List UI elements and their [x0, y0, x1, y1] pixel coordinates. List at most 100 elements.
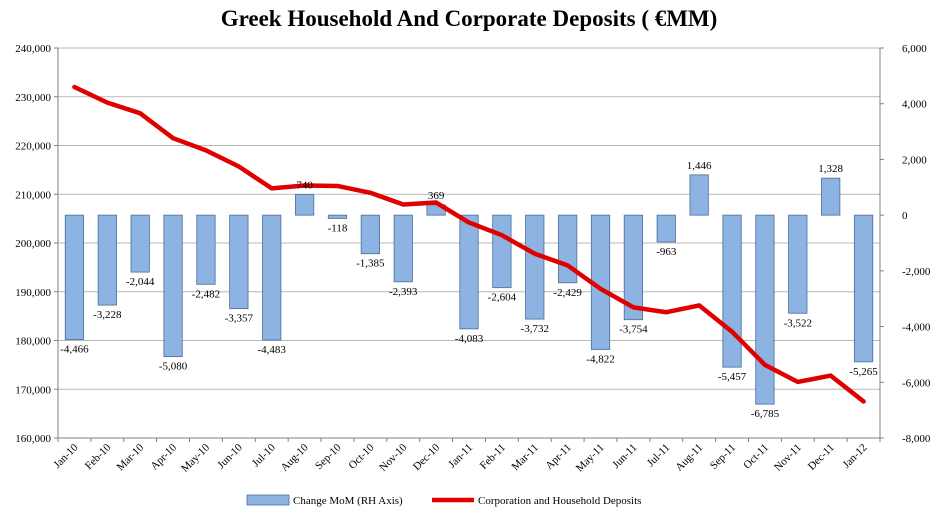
bar — [97, 214, 117, 306]
x-axis-tick-label: Oct-10 — [346, 441, 376, 471]
x-axis-tick-label: Dec-10 — [411, 441, 443, 473]
bar — [722, 214, 742, 368]
bar-data-label: 1,328 — [818, 163, 843, 175]
bar — [196, 214, 216, 285]
bar — [853, 214, 874, 363]
x-axis-tick-label: Apr-10 — [148, 441, 179, 472]
bar-data-label: -118 — [328, 222, 348, 234]
bar-data-label: -2,429 — [553, 287, 582, 299]
left-axis-tick-label: 230,000 — [15, 92, 51, 104]
right-axis-tick-label: -4,000 — [902, 322, 931, 334]
bar — [656, 214, 676, 243]
x-axis-tick-label: Sep-10 — [313, 441, 344, 472]
data-labels: -4,466 -3,228 -2,044 -5,080 -2,482 -3,357 -4,4… — [60, 160, 878, 420]
bar — [492, 214, 512, 289]
left-axis-tick-label: 180,000 — [15, 336, 51, 348]
bar — [525, 214, 545, 320]
bar-data-label: 1,446 — [687, 160, 712, 172]
x-axis-tick-label: Apr-11 — [543, 442, 574, 473]
bar-data-label: -1,385 — [356, 258, 385, 270]
right-axis-tick-label: 6,000 — [902, 43, 927, 55]
line-series — [72, 84, 866, 404]
legend: Change MoM (RH Axis) Corporation and Hou… — [246, 494, 641, 507]
chart-title: Greek Household And Corporate Deposits (… — [221, 6, 718, 31]
x-axis-tick-label: Jul-11 — [645, 442, 673, 470]
left-axis-tick-label: 240,000 — [15, 43, 51, 55]
x-axis-tick-label: Aug-10 — [278, 441, 311, 474]
bar-data-label: 740 — [296, 180, 313, 192]
bar — [163, 214, 183, 358]
x-axis-tick-label: Aug-11 — [673, 442, 705, 474]
x-axis-tick-label: Sep-11 — [708, 442, 738, 472]
right-axis-tick-label: 4,000 — [902, 99, 927, 111]
bar-data-label: -4,822 — [586, 353, 614, 365]
bar-data-label: -4,083 — [455, 333, 484, 345]
bar-data-label: -2,604 — [488, 292, 517, 304]
legend-swatch-bar — [246, 494, 290, 506]
bar — [130, 214, 150, 273]
x-axis-tick-label: Dec-11 — [806, 442, 837, 473]
bar — [294, 194, 315, 216]
bar-data-label: -6,785 — [751, 408, 780, 420]
x-axis-tick-label: Nov-11 — [772, 442, 804, 474]
x-axis-tick-label: Nov-10 — [377, 441, 410, 474]
x-axis-tick-label: Jul-10 — [250, 441, 278, 469]
bar-data-label: -2,393 — [389, 286, 418, 298]
right-axis-tick-label: 2,000 — [902, 154, 927, 166]
bar-data-label: -963 — [656, 246, 677, 258]
legend-label-line: Corporation and Household Deposits — [478, 495, 641, 507]
right-axis-tick-label: -6,000 — [902, 377, 931, 389]
bar-data-label: -3,732 — [521, 323, 549, 335]
x-axis-tick-label: May-10 — [179, 441, 212, 474]
bar-data-label: -4,466 — [60, 344, 89, 356]
left-axis-tick-label: 170,000 — [15, 384, 51, 396]
x-axis-tick-label: Mar-10 — [115, 441, 147, 473]
bar — [788, 214, 808, 314]
deposits-line — [72, 84, 866, 404]
right-axis-tick-label: -8,000 — [902, 433, 931, 445]
legend-label-bar: Change MoM (RH Axis) — [293, 495, 403, 507]
bar — [64, 214, 85, 340]
bar — [689, 174, 709, 216]
bar-data-label: -4,483 — [258, 344, 287, 356]
left-axis-tick-label: 160,000 — [15, 433, 51, 445]
bar-data-label: -5,265 — [849, 366, 878, 378]
bar — [393, 214, 413, 283]
bar — [360, 214, 380, 255]
bar-data-label: 369 — [428, 190, 445, 202]
x-axis-tick-label: Jan-10 — [51, 441, 81, 471]
x-axis-tick-label: Feb-11 — [478, 442, 508, 472]
bar — [821, 177, 841, 216]
bar-data-label: -3,522 — [784, 317, 812, 329]
right-axis-tick-label: -2,000 — [902, 266, 931, 278]
x-axis-tick-label: Jun-11 — [610, 442, 639, 471]
left-axis-tick-label: 190,000 — [15, 287, 51, 299]
bar — [623, 214, 644, 321]
bar — [459, 214, 479, 330]
left-axis-tick-label: 210,000 — [15, 189, 51, 201]
x-axis-tick-label: Jan-11 — [446, 442, 475, 471]
bar-series — [64, 174, 874, 405]
x-axis-tick-label: Jan-12 — [840, 442, 869, 471]
bar-data-label: -3,228 — [93, 309, 122, 321]
x-axis-tick-label: Oct-11 — [741, 442, 771, 472]
x-axis-tick-label: Feb-10 — [83, 441, 114, 472]
right-axis-tick-label: 0 — [902, 210, 908, 222]
bar-data-label: -5,457 — [718, 371, 747, 383]
bar-data-label: -3,357 — [225, 313, 254, 325]
x-axis-tick-label: May-11 — [574, 442, 607, 475]
bar — [262, 214, 282, 341]
x-axis-tick-label: Mar-11 — [510, 442, 541, 473]
bar-data-label: -2,482 — [192, 288, 220, 300]
bar-data-label: -2,044 — [126, 276, 155, 288]
bar — [327, 214, 348, 219]
left-axis-tick-label: 200,000 — [15, 238, 51, 250]
bar-data-label: -5,080 — [159, 361, 188, 373]
x-axis-tick-label: Jun-10 — [215, 441, 245, 471]
bar-data-label: -3,754 — [619, 324, 648, 336]
left-axis-tick-label: 220,000 — [15, 141, 51, 153]
bar — [755, 214, 775, 405]
bar — [229, 214, 249, 310]
